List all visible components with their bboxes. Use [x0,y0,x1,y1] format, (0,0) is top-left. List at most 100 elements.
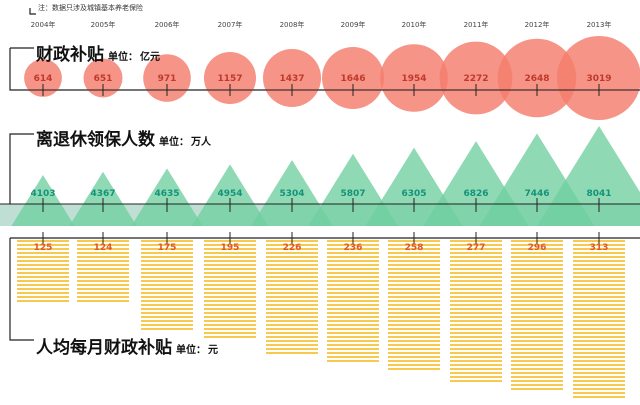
per-capita-value: 226 [283,243,302,253]
per-capita-bar-stripe [388,288,440,290]
per-capita-bar-stripe [511,368,563,370]
per-capita-bar-stripe [511,260,563,262]
retirees-value: 8041 [586,189,611,199]
retirees-value: 6305 [401,189,426,199]
per-capita-bar-stripe [77,260,129,262]
per-capita-bar-stripe [450,284,502,286]
per-capita-bar-stripe [450,368,502,370]
per-capita-bar [141,240,193,330]
per-capita-bar-stripe [511,316,563,318]
per-capita-bar-stripe [450,356,502,358]
per-capita-bar-stripe [266,280,318,282]
per-capita-unit-label: 单位： [176,345,206,356]
per-capita-bar-stripe [573,392,625,394]
per-capita-bar-stripe [450,280,502,282]
per-capita-title: 人均每月财政补贴 单位：元 [36,333,218,358]
year-label: 2011年 [463,21,489,29]
per-capita-bar-stripe [388,260,440,262]
per-capita-bar-stripe [266,284,318,286]
per-capita-bar-stripe [388,352,440,354]
per-capita-bar-stripe [388,272,440,274]
subsidy-value: 1437 [279,74,304,84]
per-capita-bar-stripe [327,356,379,358]
per-capita-bar-stripe [141,272,193,274]
per-capita-bar-stripe [511,360,563,362]
retirees-bracket [9,133,34,205]
per-capita-bar-stripe [450,324,502,326]
per-capita-bar [204,240,256,338]
per-capita-title-text: 人均每月财政补贴 [36,338,172,358]
per-capita-bar-stripe [204,288,256,290]
per-capita-bar-stripe [141,268,193,270]
per-capita-value: 175 [158,243,177,253]
year-label: 2005年 [90,21,116,29]
year-label: 2013年 [586,21,612,29]
per-capita-bar-stripe [573,352,625,354]
per-capita-bar-stripe [17,248,69,250]
per-capita-bar-stripe [141,280,193,282]
per-capita-bar-stripe [388,296,440,298]
per-capita-bar-stripe [573,292,625,294]
per-capita-bar-stripe [77,256,129,258]
per-capita-bar-stripe [388,336,440,338]
per-capita-bar-stripe [511,380,563,382]
per-capita-bar-stripe [327,324,379,326]
per-capita-bar-stripe [204,328,256,330]
per-capita-bar-stripe [511,272,563,274]
per-capita-bar-stripe [204,284,256,286]
per-capita-bar-stripe [511,328,563,330]
year-label: 2012年 [524,21,550,29]
per-capita-bar-stripe [77,288,129,290]
per-capita-bar-stripe [266,344,318,346]
subsidy-value: 651 [94,74,113,84]
per-capita-bar-stripe [450,352,502,354]
per-capita-bar-stripe [511,300,563,302]
per-capita-bar-stripe [450,244,502,246]
retirees-unit-label: 单位： [159,137,189,148]
per-capita-bar-stripe [327,260,379,262]
per-capita-bar-stripe [327,256,379,258]
per-capita-bar-stripe [327,244,379,246]
per-capita-bar-stripe [141,328,193,330]
year-label: 2006年 [154,21,180,29]
per-capita-bar-stripe [266,276,318,278]
per-capita-bar-stripe [204,244,256,246]
per-capita-bar-stripe [388,316,440,318]
per-capita-bar-stripe [573,248,625,250]
per-capita-bar-stripe [511,304,563,306]
per-capita-bar-stripe [388,276,440,278]
per-capita-bar [450,240,502,382]
per-capita-bar-stripe [141,248,193,250]
per-capita-bar-stripe [573,364,625,366]
per-capita-bar-stripe [511,324,563,326]
per-capita-bar-stripe [17,288,69,290]
per-capita-bar-stripe [141,304,193,306]
year-label: 2004年 [30,21,56,29]
per-capita-bar-stripe [266,348,318,350]
per-capita-bar-stripe [266,288,318,290]
per-capita-bar-stripe [511,256,563,258]
retirees-triangle [131,168,203,226]
per-capita-bar-stripe [204,336,256,338]
per-capita-bar-stripe [204,260,256,262]
subsidy-value: 1157 [217,74,242,84]
per-capita-bar-stripe [450,312,502,314]
per-capita-bar-stripe [266,256,318,258]
per-capita-bar-stripe [573,268,625,270]
per-capita-bar-stripe [204,308,256,310]
subsidy-title: 财政补贴 单位： 亿元 [36,40,160,65]
per-capita-bracket [9,238,34,341]
per-capita-bar-stripe [511,244,563,246]
per-capita-bar [388,240,440,370]
per-capita-bar-stripe [327,252,379,254]
per-capita-bar-stripe [511,332,563,334]
per-capita-bar-stripe [573,320,625,322]
per-capita-bar-stripe [266,320,318,322]
per-capita-bar-stripe [573,296,625,298]
per-capita-bar-stripe [450,304,502,306]
retirees-value: 6826 [463,189,488,199]
per-capita-bar-stripe [327,344,379,346]
per-capita-bar-stripe [327,340,379,342]
per-capita-bar-stripe [388,340,440,342]
